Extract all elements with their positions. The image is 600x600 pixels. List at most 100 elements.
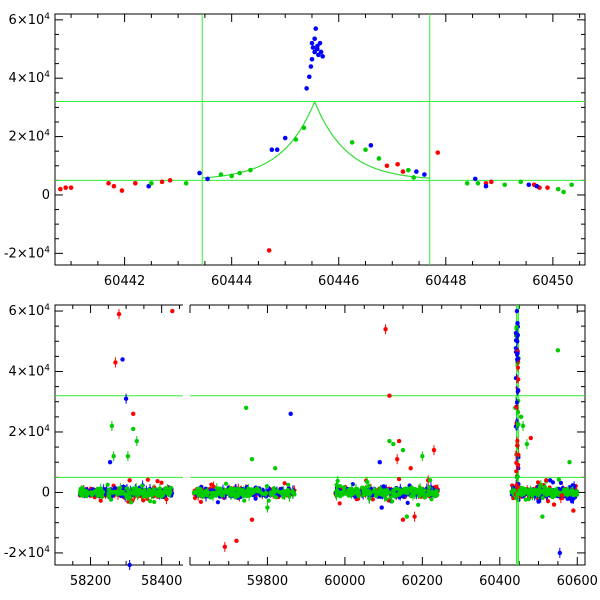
data-point [263, 490, 269, 496]
data-point [198, 499, 204, 505]
data-point [106, 494, 111, 499]
data-point [107, 460, 113, 465]
data-point [306, 74, 312, 80]
plot-frame [54, 13, 586, 266]
data-point [337, 501, 342, 506]
peak-point [515, 339, 520, 344]
data-point [519, 492, 524, 498]
data-point [130, 491, 135, 496]
x-tick-label: 60446 [318, 274, 359, 289]
data-point [435, 150, 441, 155]
data-point [197, 170, 202, 176]
data-point [376, 156, 382, 161]
data-point [349, 488, 355, 494]
data-point [536, 499, 541, 504]
y-tick-label: 6×104 [9, 303, 51, 319]
data-point [489, 179, 494, 185]
data-point [544, 488, 549, 494]
data-point [135, 493, 140, 498]
peak-point [515, 320, 520, 326]
x-tick-label: 60448 [425, 274, 466, 289]
data-point [308, 64, 314, 69]
data-point [385, 490, 390, 495]
data-point [516, 377, 521, 382]
plot-frame-left [54, 304, 183, 566]
data-point [430, 491, 435, 496]
data-point [280, 491, 286, 496]
data-point [396, 476, 402, 482]
data-point [514, 496, 519, 501]
data-point [524, 441, 530, 447]
data-point [397, 492, 402, 497]
data-point [381, 488, 387, 493]
data-point [408, 466, 413, 471]
data-point [120, 357, 125, 362]
y-tick-label: -2×104 [4, 545, 50, 561]
data-point [400, 517, 406, 522]
data-point [335, 490, 340, 495]
data-point [545, 185, 550, 190]
data-point [118, 485, 123, 491]
data-point [249, 456, 255, 462]
data-point [363, 147, 368, 153]
data-point [563, 489, 569, 495]
data-point [571, 508, 576, 513]
data-point [384, 163, 390, 169]
data-point [397, 487, 402, 492]
data-point [528, 435, 533, 441]
x-tick-label: 60600 [557, 574, 598, 589]
data-point [237, 486, 242, 491]
data-point [312, 36, 317, 42]
data-point [111, 453, 116, 459]
data-point [215, 500, 221, 505]
data-point [125, 453, 131, 459]
data-point [248, 167, 253, 173]
data-point [368, 143, 374, 148]
data-point [341, 485, 347, 490]
data-point [272, 466, 278, 471]
data-point [412, 514, 417, 519]
data-point [108, 490, 113, 495]
data-point [205, 176, 210, 182]
x-tick-label: 58400 [141, 574, 182, 589]
data-point [514, 325, 519, 330]
x-tick-label: 60400 [479, 574, 520, 589]
data-point [387, 393, 392, 398]
data-point [313, 26, 319, 31]
data-point [133, 180, 138, 186]
data-point [515, 474, 520, 479]
data-point [410, 493, 416, 498]
data-point [556, 477, 561, 482]
y-tick-label: 4×104 [9, 364, 51, 380]
data-point [518, 179, 524, 185]
data-point [204, 493, 210, 498]
data-point [154, 490, 160, 495]
data-point [84, 494, 89, 499]
data-point [116, 311, 122, 317]
data-point [363, 488, 368, 493]
data-point [266, 498, 271, 503]
data-point [140, 490, 145, 495]
data-point [315, 46, 320, 52]
data-point [396, 438, 402, 444]
data-point [568, 490, 574, 495]
data-point [167, 178, 173, 183]
data-point [234, 491, 239, 497]
y-tick-label: 2×104 [9, 424, 51, 440]
data-point [111, 183, 117, 189]
data-point [205, 489, 210, 495]
data-point [557, 550, 563, 556]
data-point [516, 452, 521, 457]
data-point [201, 490, 206, 495]
data-point [293, 137, 299, 142]
data-point [218, 172, 224, 177]
data-point [368, 491, 373, 496]
data-point [151, 487, 156, 492]
x-tick-label: 58200 [70, 574, 111, 589]
data-point [304, 86, 309, 91]
data-point [274, 488, 280, 493]
data-point [355, 491, 360, 496]
data-point [152, 499, 157, 505]
data-point [540, 489, 545, 494]
data-point [383, 326, 388, 332]
